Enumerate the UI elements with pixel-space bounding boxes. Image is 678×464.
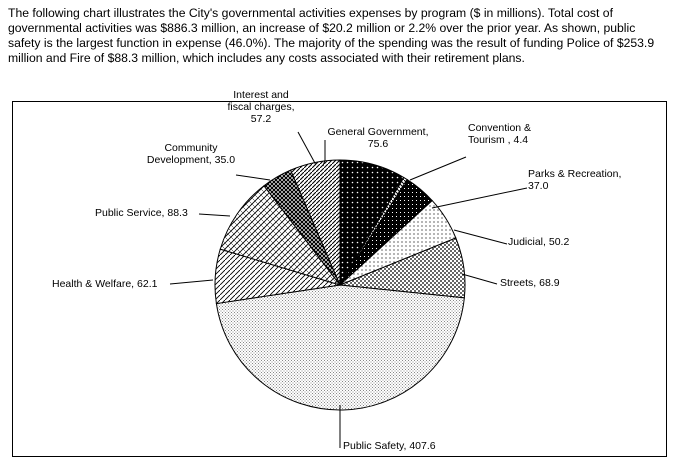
slice-label-parks-and-recreation: Parks & Recreation, 37.0 — [528, 168, 621, 192]
slice-label-health-and-welfare: Health & Welfare, 62.1 — [52, 278, 158, 290]
intro-paragraph: The following chart illustrates the City… — [8, 6, 655, 65]
pie-slice-public-service — [219, 185, 342, 286]
leader-line-parks-and-recreation — [431, 187, 528, 209]
leader-line-public-service — [198, 213, 231, 217]
slice-label-public-service: Public Service, 88.3 — [95, 207, 188, 219]
leader-line-general-government — [322, 140, 326, 167]
leader-line-judicial — [453, 229, 508, 245]
slice-label-general-government: General Government, 75.6 — [328, 126, 429, 150]
chart-frame — [12, 101, 667, 457]
leader-line-interest-and-fiscal-charges — [297, 131, 317, 166]
slice-label-streets: Streets, 68.9 — [500, 277, 560, 289]
slice-label-convention-and-tourism: Convention & Tourism , 4.4 — [468, 122, 531, 146]
leader-line-health-and-welfare — [169, 279, 214, 285]
slice-label-judicial: Judicial, 50.2 — [508, 236, 569, 248]
leader-line-streets — [461, 273, 498, 285]
slice-label-interest-and-fiscal-charges: Interest and fiscal charges, 57.2 — [227, 89, 294, 125]
slice-label-community-development: Community Development, 35.0 — [147, 142, 235, 166]
slice-label-public-safety: Public Safety, 407.6 — [343, 440, 436, 452]
leader-line-convention-and-tourism — [409, 156, 467, 181]
leader-line-community-development — [235, 174, 271, 181]
pie-slice-public-safety — [215, 284, 465, 411]
